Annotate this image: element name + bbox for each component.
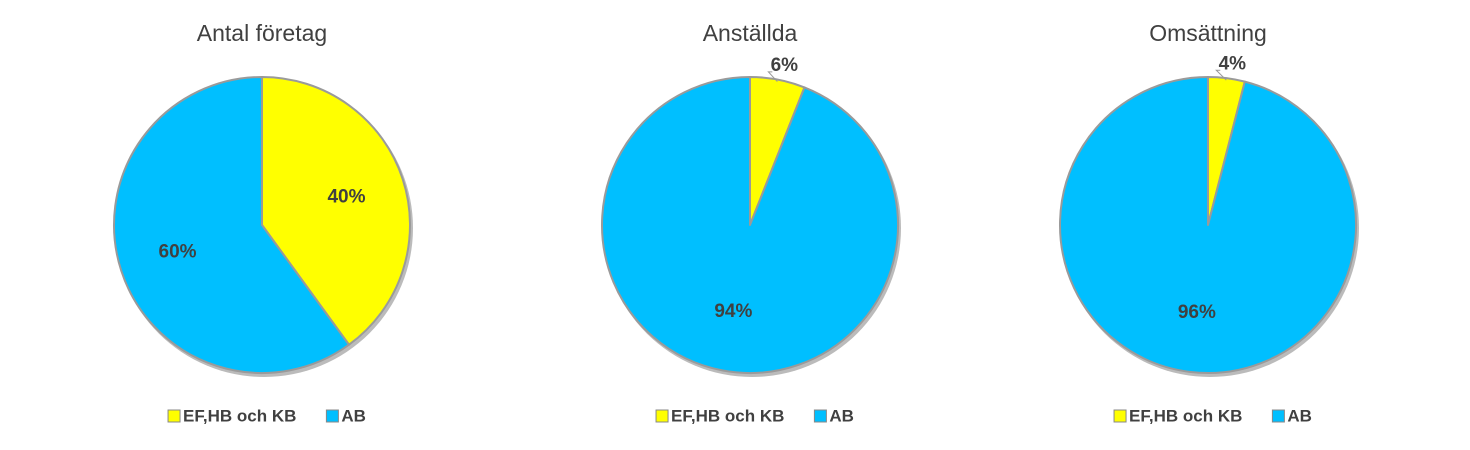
legend-swatch	[167, 409, 181, 423]
legend-label: EF,HB och KB	[1129, 406, 1242, 425]
pie-slice	[601, 76, 899, 374]
legend-label: AB	[341, 406, 366, 425]
chart-title: Antal företag	[197, 20, 327, 46]
legend-swatch	[655, 409, 669, 423]
pie-slice	[261, 76, 411, 346]
pie-slice	[1059, 76, 1357, 374]
pie-chart: Omsättning 4% 96% EF,HB och KB AB	[1059, 20, 1359, 425]
legend-swatch	[1113, 409, 1127, 423]
data-label: 6%	[771, 55, 799, 76]
leader-line	[767, 71, 778, 82]
legend-label: AB	[1287, 406, 1312, 425]
data-label: 96%	[1178, 302, 1216, 323]
pie-chart: Antal företag 40% 60% EF,HB och KB AB	[113, 20, 413, 425]
legend-swatch	[1271, 409, 1285, 423]
chart-title: Omsättning	[1149, 20, 1267, 46]
legend-label: AB	[829, 406, 854, 425]
pie-slice	[113, 76, 350, 374]
leader-line	[1215, 69, 1227, 81]
legend: EF,HB och KB AB	[167, 406, 366, 425]
legend-swatch	[813, 409, 827, 423]
data-label: 4%	[1219, 53, 1247, 74]
legend: EF,HB och KB AB	[1113, 406, 1312, 425]
legend-label: EF,HB och KB	[671, 406, 784, 425]
data-label: 40%	[327, 187, 365, 208]
chart-title: Anställda	[703, 20, 798, 46]
data-label: 60%	[159, 241, 197, 262]
legend-swatch	[325, 409, 339, 423]
legend-label: EF,HB och KB	[183, 406, 296, 425]
pie-chart: Anställda 6% 94% EF,HB och KB AB	[601, 20, 901, 425]
data-label: 94%	[714, 301, 752, 322]
legend: EF,HB och KB AB	[655, 406, 854, 425]
